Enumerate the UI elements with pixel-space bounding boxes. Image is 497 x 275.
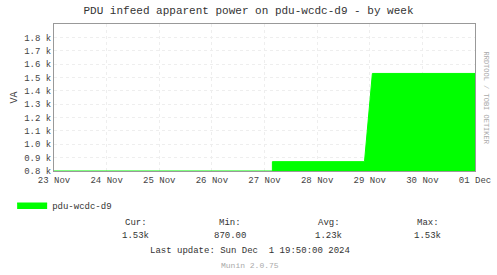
svg-text:28 Nov: 28 Nov — [301, 176, 334, 186]
svg-text:1.53k: 1.53k — [122, 231, 149, 241]
svg-text:1.2 k: 1.2 k — [24, 114, 51, 124]
svg-text:30 Nov: 30 Nov — [406, 176, 439, 186]
svg-text:1.5 k: 1.5 k — [24, 74, 51, 84]
svg-text:RRDTOOL / TOBI OETIKER: RRDTOOL / TOBI OETIKER — [482, 52, 490, 145]
svg-text:0.9 k: 0.9 k — [24, 154, 51, 164]
svg-text:Min:: Min: — [219, 218, 241, 228]
svg-text:1.0 k: 1.0 k — [24, 140, 51, 150]
svg-text:1.7 k: 1.7 k — [24, 47, 51, 57]
svg-text:01 Dec: 01 Dec — [459, 176, 491, 186]
svg-text:pdu-wcdc-d9: pdu-wcdc-d9 — [52, 202, 111, 212]
svg-text:Max:: Max: — [417, 218, 439, 228]
svg-text:870.00: 870.00 — [214, 231, 246, 241]
svg-text:26 Nov: 26 Nov — [196, 176, 229, 186]
svg-text:1.6 k: 1.6 k — [24, 60, 51, 70]
svg-text:Avg:: Avg: — [318, 218, 340, 228]
svg-text:Munin 2.0.75: Munin 2.0.75 — [221, 261, 279, 270]
svg-text:PDU infeed apparent power on p: PDU infeed apparent power on pdu-wcdc-d9… — [83, 5, 413, 17]
svg-text:1.8 k: 1.8 k — [24, 34, 51, 44]
svg-text:1.53k: 1.53k — [414, 231, 441, 241]
svg-text:VA: VA — [9, 91, 20, 103]
svg-text:24 Nov: 24 Nov — [90, 176, 123, 186]
svg-text:Cur:: Cur: — [125, 218, 147, 228]
svg-text:23 Nov: 23 Nov — [38, 176, 71, 186]
svg-text:27 Nov: 27 Nov — [248, 176, 281, 186]
svg-text:Last update: Sun Dec 1 19:50:: Last update: Sun Dec 1 19:50:00 2024 — [150, 246, 350, 256]
svg-text:29 Nov: 29 Nov — [354, 176, 387, 186]
svg-text:1.23k: 1.23k — [315, 231, 342, 241]
svg-text:0.8 k: 0.8 k — [24, 167, 51, 177]
svg-text:1.3 k: 1.3 k — [24, 100, 51, 110]
svg-text:1.1 k: 1.1 k — [24, 127, 51, 137]
svg-text:1.4 k: 1.4 k — [24, 87, 51, 97]
svg-text:25 Nov: 25 Nov — [143, 176, 176, 186]
